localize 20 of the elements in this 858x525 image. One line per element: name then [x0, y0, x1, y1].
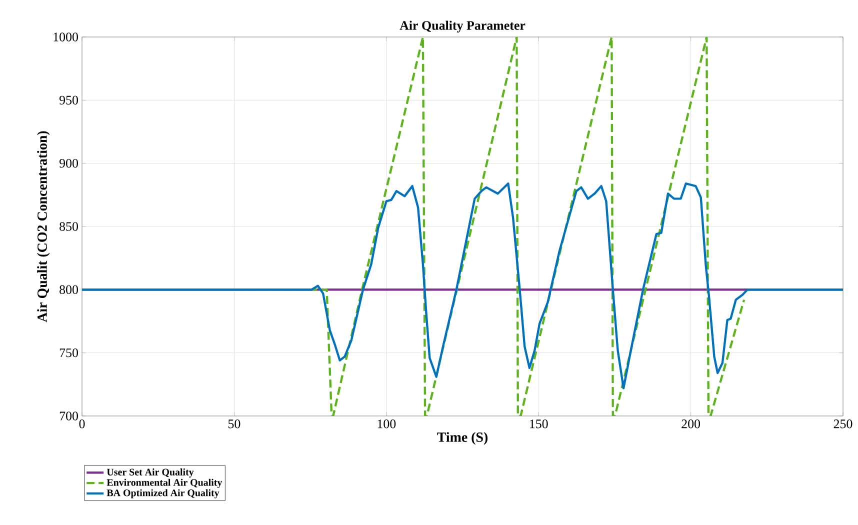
y-tick-label: 800 [60, 285, 78, 294]
y-tick-label: 900 [59, 158, 78, 168]
y-tick-label: 850 [60, 222, 78, 231]
legend-label: BA Optimized Air Quality [106, 489, 220, 498]
legend-label: User Set Air Quality [106, 468, 194, 478]
y-tick-label: 700 [60, 412, 78, 420]
x-tick-label: 100 [378, 420, 396, 428]
x-tick-label: 150 [530, 420, 548, 428]
line-series [82, 182, 844, 390]
x-tick-label: 50 [228, 420, 240, 428]
y-tick-label: 750 [60, 348, 78, 358]
legend-label: Environmental Air Quality [106, 478, 222, 488]
x-tick-label: 0 [79, 420, 85, 428]
chart-title: Air Quality Parameter [400, 20, 526, 32]
y-tick-label: 1000 [54, 32, 78, 42]
y-tick-label: 950 [59, 96, 78, 105]
x-tick-label: 250 [834, 420, 852, 428]
x-tick-label: 200 [682, 420, 700, 428]
y-axis-title: Air Qualit (CO2 Concentration) [37, 131, 50, 322]
x-axis-title: Time (S) [437, 432, 488, 445]
